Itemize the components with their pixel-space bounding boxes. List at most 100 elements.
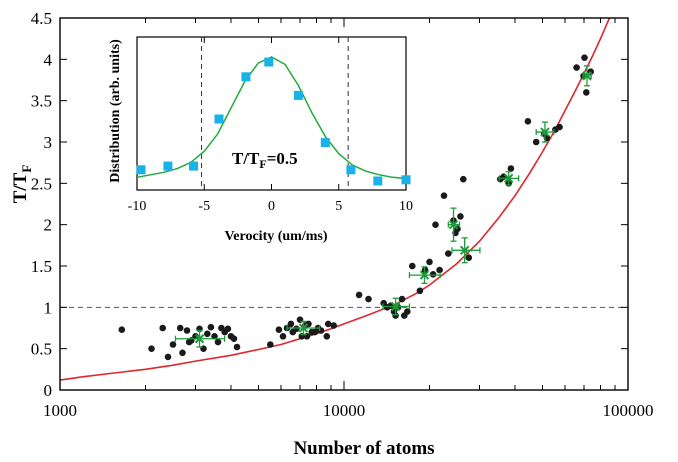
data-point (365, 295, 372, 303)
data-point (465, 254, 473, 261)
data-point (445, 250, 452, 257)
y-tick-label: 2.5 (31, 174, 52, 193)
data-point (118, 326, 126, 334)
data-point (207, 323, 215, 331)
inset-data-point (346, 165, 356, 175)
data-point (581, 54, 588, 61)
avg-marker (582, 71, 592, 81)
data-point (279, 333, 287, 340)
avg-marker (540, 127, 550, 137)
data-point (324, 320, 332, 328)
inset-annotation: T/TF=0.5 (232, 149, 298, 171)
y-tick-label: 0 (44, 381, 53, 400)
data-point (275, 326, 283, 334)
y-tick-label: 1 (44, 298, 53, 317)
x-tick-label: 100000 (603, 401, 654, 420)
avg-marker (298, 323, 309, 333)
x-tick-label: 1000 (43, 401, 77, 420)
data-point (192, 333, 199, 340)
inset-data-point (214, 114, 224, 124)
inset-plot: -10 -5 0 5 10 (128, 36, 413, 214)
data-point (429, 271, 437, 278)
data-point (176, 324, 184, 332)
data-point (355, 291, 363, 299)
data-point (211, 333, 218, 340)
y-tick-label: 2 (44, 216, 53, 235)
inset-x-tick-label: 0 (268, 199, 275, 214)
data-point (432, 221, 439, 228)
inset-data-point (320, 138, 330, 148)
inset-x-tick-label: 5 (335, 199, 342, 214)
inset-data-point (163, 161, 173, 171)
y-tick-label: 4 (44, 50, 53, 69)
data-point (293, 325, 300, 333)
y-axis-title-main: T/T (10, 172, 31, 203)
y-axis-title: T/TF (10, 165, 34, 204)
avg-marker (419, 270, 430, 280)
data-point (524, 118, 532, 125)
data-point (460, 175, 467, 183)
data-point (204, 330, 211, 338)
avg-marker (459, 245, 470, 256)
data-point (169, 341, 177, 348)
inset-data-point (401, 175, 411, 185)
data-point (436, 266, 443, 274)
inset-x-tick-label: -5 (198, 199, 210, 214)
data-point (224, 325, 232, 333)
data-point (404, 308, 411, 315)
inset-y-axis-title: Distribution (arb. units) (108, 39, 123, 183)
data-point (556, 123, 563, 131)
inset-data-point (241, 72, 251, 82)
avg-marker (503, 173, 514, 184)
data-point (507, 165, 515, 172)
data-point (148, 345, 155, 353)
main-plot: 0 0.5 1 1.5 2 2.5 3 3.5 4 4.5 1000 10000 100000 (31, 9, 654, 420)
y-tick-label: 0.5 (31, 340, 52, 359)
data-point (416, 287, 424, 295)
fit-curve (60, 18, 611, 381)
data-point (159, 324, 166, 332)
y-tick-label: 3.5 (31, 92, 52, 111)
inset-data-point (293, 90, 303, 100)
avg-marker (448, 219, 459, 230)
data-point (398, 295, 406, 303)
data-point (426, 258, 433, 266)
x-tick-label: 10000 (323, 401, 366, 420)
inset-annotation-sub: F (259, 157, 266, 171)
inset-annotation-main: T/T (232, 149, 260, 168)
data-point (573, 64, 580, 71)
avg-marker (194, 334, 205, 344)
inset-data-point (373, 176, 383, 186)
inset-data-point (264, 57, 274, 67)
data-point (440, 192, 448, 199)
data-point (287, 320, 295, 328)
data-point (214, 338, 222, 346)
inset-x-tick-label: 10 (399, 199, 413, 214)
inset-data-point (136, 165, 146, 175)
y-tick-label: 3 (44, 133, 53, 152)
data-point (179, 349, 186, 357)
inset-annotation-tail: =0.5 (267, 149, 298, 168)
inset-x-axis-title: Verocity (um/ms) (224, 229, 327, 244)
y-tick-label: 4.5 (31, 9, 52, 28)
data-point (233, 343, 241, 351)
y-axis-title-sub: F (19, 165, 34, 173)
x-axis-title: Number of atoms (293, 438, 434, 459)
data-point (583, 89, 590, 96)
inset-x-tick-label: -10 (128, 199, 147, 214)
inset-fit-curve (136, 56, 407, 180)
data-point (183, 327, 191, 334)
data-point (230, 335, 238, 343)
avg-marker (390, 301, 401, 312)
data-point (532, 138, 540, 146)
data-point (267, 341, 274, 348)
data-point (330, 322, 338, 329)
inset-data-point (189, 161, 198, 171)
y-tick-label: 1.5 (31, 257, 52, 276)
data-point (392, 312, 399, 319)
data-point (457, 213, 464, 220)
data-point (323, 333, 331, 340)
data-point (164, 353, 172, 361)
data-point (409, 262, 416, 270)
